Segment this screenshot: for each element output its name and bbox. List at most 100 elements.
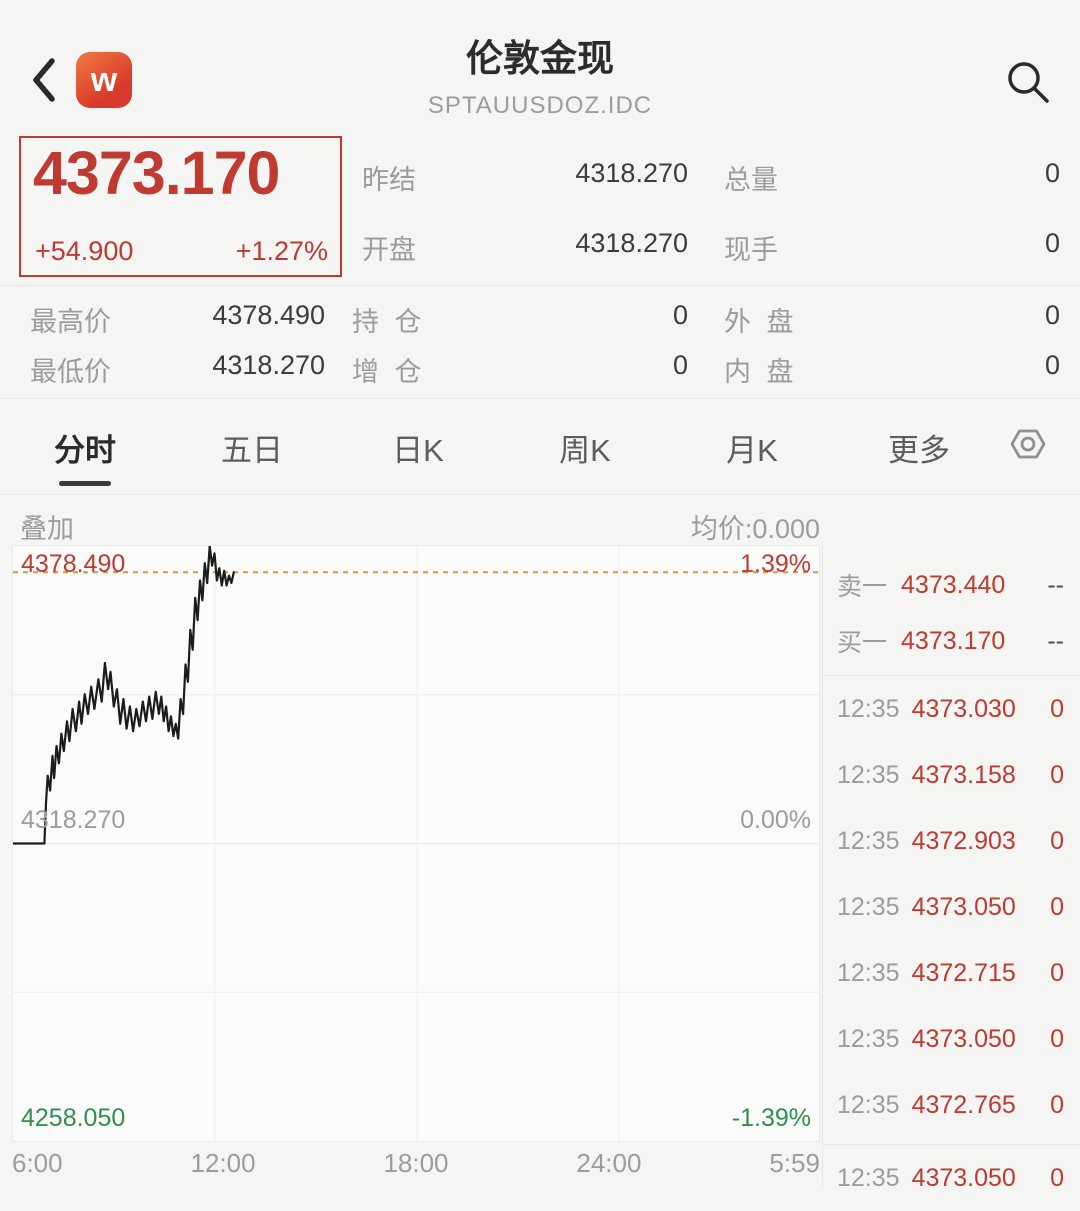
trade-row: 12:35 4372.715 0: [837, 940, 1064, 1006]
divider: [0, 494, 1080, 495]
trade-volume: 0: [1050, 892, 1064, 921]
trade-price: 4373.050: [911, 892, 1016, 921]
trade-price: 4373.050: [911, 1024, 1016, 1053]
symbol-code: SPTAUUSDOZ.IDC: [427, 92, 653, 119]
trade-time: 12:35: [837, 1024, 900, 1053]
trade-time: 12:35: [837, 1090, 900, 1119]
trade-row: 12:35 4372.903 0: [837, 808, 1064, 874]
open-interest-label: 持 仓: [352, 307, 422, 337]
chart-low-pct-label: -1.39%: [731, 1104, 811, 1132]
minute-chart[interactable]: 4378.490 1.39% 4318.270 0.00% 4258.050 -…: [12, 545, 820, 1142]
average-price-label: 均价:0.000: [690, 514, 820, 544]
trade-volume: 0: [1050, 760, 1064, 789]
wind-app-logo[interactable]: w: [76, 52, 132, 108]
tab-minute-line[interactable]: 分时: [54, 433, 116, 468]
trade-price: 4372.765: [911, 1090, 1016, 1119]
trade-row: 12:35 4373.030 0: [837, 676, 1064, 742]
interest-change-value: 0: [672, 350, 688, 380]
outer-volume-label: 外 盘: [724, 307, 794, 337]
tab-five-day[interactable]: 五日: [221, 433, 283, 468]
divider: [0, 285, 1080, 286]
sell-one-price: 4373.440: [901, 570, 1006, 599]
chart-mid-pct-label: 0.00%: [740, 806, 811, 834]
buy-one-label: 买一: [837, 629, 888, 657]
hexagon-nut-icon: [1010, 429, 1046, 459]
x-tick: 12:00: [190, 1148, 256, 1178]
price-change-percent: +1.27%: [235, 236, 328, 266]
overlay-button[interactable]: 叠加: [20, 514, 74, 544]
prev-settle-label: 昨结: [362, 165, 416, 195]
trade-row: 12:35 4373.050 0: [837, 1006, 1064, 1072]
inner-volume-label: 内 盘: [724, 357, 794, 387]
trade-time: 12:35: [837, 892, 900, 921]
current-hand-label: 现手: [724, 235, 778, 265]
x-tick: 6:00: [12, 1148, 63, 1178]
trade-volume: 0: [1050, 694, 1064, 723]
sell-one-volume: --: [1047, 570, 1064, 599]
search-icon: [1008, 62, 1049, 103]
page-title: 伦敦金现: [466, 38, 614, 79]
trade-volume: 0: [1050, 1090, 1064, 1119]
divider: [0, 398, 1080, 399]
x-tick: 24:00: [576, 1148, 642, 1178]
trade-time: 12:35: [837, 760, 900, 789]
order-and-trades-panel[interactable]: 卖一 4373.440 -- 买一 4373.170 -- 12:35 4373…: [822, 545, 1080, 1192]
high-value: 4378.490: [212, 300, 325, 330]
high-label: 最高价: [30, 307, 111, 337]
chart-high-pct-label: 1.39%: [740, 550, 811, 578]
search-button[interactable]: [1004, 58, 1052, 106]
trade-time: 12:35: [837, 826, 900, 855]
tab-weekly-k[interactable]: 周K: [559, 433, 611, 468]
price-change: +54.900: [35, 236, 134, 266]
divider: [823, 1144, 1080, 1145]
trade-volume: 0: [1050, 958, 1064, 987]
back-button[interactable]: [28, 56, 60, 104]
active-tab-underline: [59, 481, 111, 486]
chart-high-label: 4378.490: [21, 550, 126, 578]
trade-row: 12:35 4372.765 0: [837, 1072, 1064, 1138]
chart-x-axis: 6:00 12:00 18:00 24:00 5:59: [12, 1148, 820, 1179]
trade-volume: 0: [1050, 1024, 1064, 1053]
prev-settle-value: 4318.270: [575, 158, 688, 188]
x-tick: 18:00: [383, 1148, 449, 1178]
inner-volume-value: 0: [1044, 350, 1060, 380]
trade-price: 4372.715: [911, 958, 1016, 987]
divider: [823, 675, 1080, 676]
trade-volume: 0: [1050, 826, 1064, 855]
open-label: 开盘: [362, 235, 416, 265]
buy-one-volume: --: [1047, 626, 1064, 655]
tab-daily-k[interactable]: 日K: [392, 433, 444, 468]
total-volume-value: 0: [1044, 158, 1060, 188]
total-volume-label: 总量: [724, 165, 778, 195]
trade-price: 4373.030: [911, 694, 1016, 723]
last-price-box: 4373.170 +54.900 +1.27%: [19, 136, 342, 277]
trade-time: 12:35: [837, 958, 900, 987]
last-price: 4373.170: [33, 139, 280, 207]
price-line: [13, 546, 235, 845]
open-interest-value: 0: [672, 300, 688, 330]
low-value: 4318.270: [212, 350, 325, 380]
trade-price: 4373.050: [911, 1163, 1016, 1192]
chart-settings-button[interactable]: [1006, 424, 1050, 464]
chart-mid-label: 4318.270: [21, 806, 126, 834]
trade-row: 12:35 4373.158 0: [837, 742, 1064, 808]
trade-price: 4373.158: [911, 760, 1016, 789]
x-tick: 5:59: [769, 1148, 820, 1178]
tab-monthly-k[interactable]: 月K: [726, 433, 778, 468]
tab-more[interactable]: 更多: [888, 433, 950, 468]
trade-row: 12:35 4373.050 0: [837, 1145, 1064, 1211]
trade-time: 12:35: [837, 694, 900, 723]
current-hand-value: 0: [1044, 228, 1060, 258]
chart-low-label: 4258.050: [21, 1104, 126, 1132]
trade-volume: 0: [1050, 1163, 1064, 1192]
wind-logo-letter: w: [90, 60, 118, 99]
buy-one-price: 4373.170: [901, 626, 1006, 655]
sell-one-label: 卖一: [837, 573, 888, 601]
back-chevron-icon: [33, 58, 55, 102]
outer-volume-value: 0: [1044, 300, 1060, 330]
interest-change-label: 增 仓: [352, 357, 422, 387]
trade-row: 12:35 4373.050 0: [837, 874, 1064, 940]
trade-price: 4372.903: [911, 826, 1016, 855]
sell-one-row: 卖一 4373.440 --: [837, 557, 1064, 613]
low-label: 最低价: [30, 357, 111, 387]
